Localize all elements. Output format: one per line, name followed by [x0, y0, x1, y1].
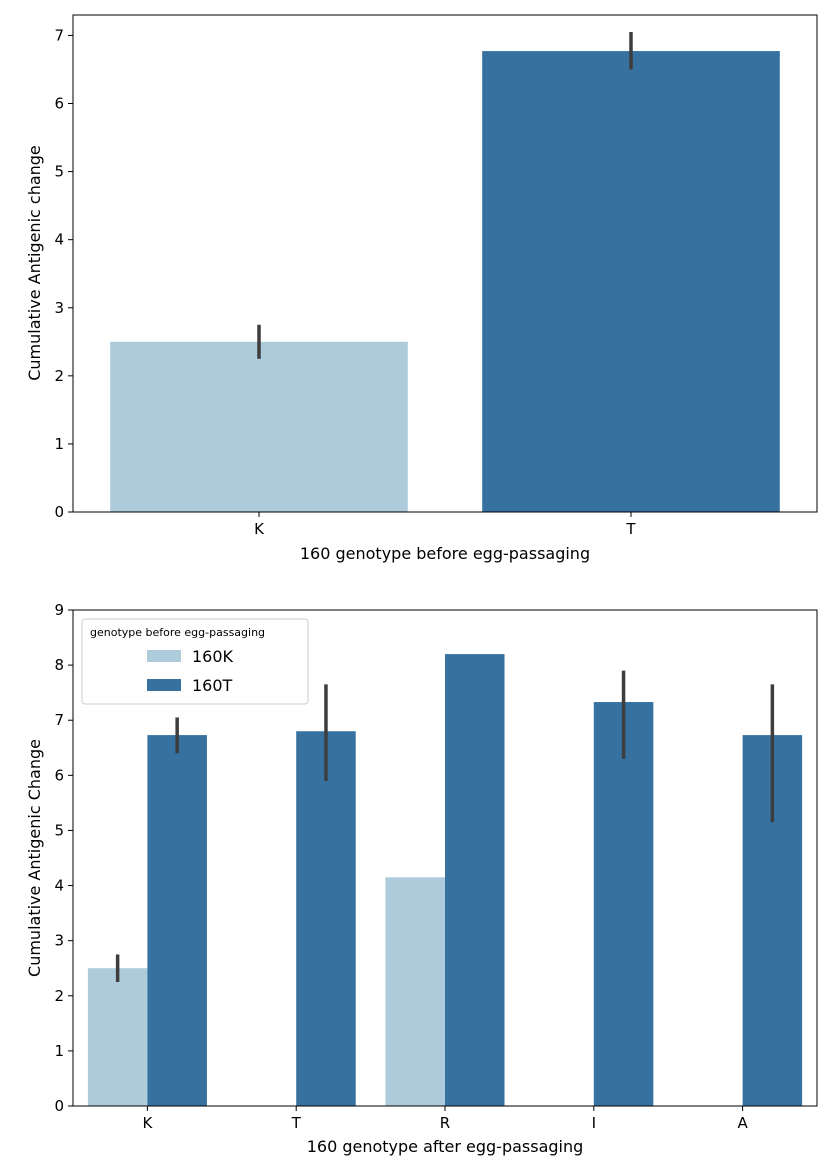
- y-tick-label: 1: [54, 1042, 64, 1060]
- chart-top-bars: [110, 51, 780, 513]
- x-tick-label: K: [142, 1114, 153, 1132]
- chart-bottom-bars: [87, 654, 803, 1106]
- bar-160k-r: [385, 877, 445, 1106]
- y-tick-label: 4: [54, 231, 64, 249]
- y-tick-label: 6: [54, 766, 64, 784]
- chart-bottom: 0 1 2 3 4 5 6 7 8 9 K T R I A 160 genotype after egg-…: [25, 601, 818, 1156]
- bar-160t-r: [445, 654, 505, 1106]
- chart-top-error-bars: [257, 32, 633, 359]
- y-tick-label: 2: [54, 987, 64, 1005]
- legend-title: genotype before egg-passaging: [90, 626, 265, 639]
- legend-box: [81, 618, 309, 705]
- y-tick-label: 3: [54, 299, 64, 317]
- y-tick-label: 7: [54, 711, 64, 729]
- chart-bottom-y-axis-label: Cumulative Antigenic Change: [25, 739, 44, 977]
- bar-k: [110, 341, 408, 512]
- legend: genotype before egg-passaging 160K 160T: [81, 618, 309, 705]
- bar-160t-t: [296, 731, 356, 1106]
- chart-bottom-plot-frame: [72, 609, 818, 1107]
- chart-bottom-error-bars: [115, 670, 775, 982]
- y-tick-label: 2: [54, 367, 64, 385]
- bar-160t-k: [147, 735, 207, 1106]
- x-tick-label: T: [625, 520, 636, 538]
- chart-top-y-axis-label: Cumulative Antigenic change: [25, 145, 44, 381]
- bar-160k-k: [87, 968, 148, 1106]
- legend-label-160k: 160K: [192, 647, 234, 666]
- chart-top-plot-frame: [72, 14, 818, 513]
- bar-t: [482, 51, 780, 513]
- chart-top-y-axis: 0 1 2 3 4 5 6 7: [54, 26, 73, 521]
- y-tick-label: 6: [54, 95, 64, 113]
- legend-label-160t: 160T: [192, 676, 233, 695]
- y-tick-label: 1: [54, 435, 64, 453]
- y-tick-label: 0: [54, 1097, 64, 1115]
- chart-bottom-x-axis-label: 160 genotype after egg-passaging: [307, 1137, 584, 1156]
- x-tick-label: I: [592, 1114, 596, 1132]
- y-tick-label: 8: [54, 656, 64, 674]
- y-tick-label: 0: [54, 503, 64, 521]
- legend-swatch-160t: [147, 679, 181, 691]
- x-tick-label: K: [254, 520, 265, 538]
- legend-swatch-160k: [147, 650, 181, 662]
- chart-bottom-y-axis: 0 1 2 3 4 5 6 7 8 9: [54, 601, 73, 1115]
- x-tick-label: R: [440, 1114, 450, 1132]
- x-tick-label: A: [737, 1114, 748, 1132]
- bar-160t-i: [593, 702, 654, 1106]
- y-tick-label: 3: [54, 932, 64, 950]
- y-tick-label: 4: [54, 877, 64, 895]
- y-tick-label: 7: [54, 26, 64, 44]
- x-tick-label: T: [291, 1114, 302, 1132]
- y-tick-label: 5: [54, 163, 64, 181]
- chart-top-x-axis-label: 160 genotype before egg-passaging: [300, 544, 590, 563]
- y-tick-label: 9: [54, 601, 64, 619]
- y-tick-label: 5: [54, 821, 64, 839]
